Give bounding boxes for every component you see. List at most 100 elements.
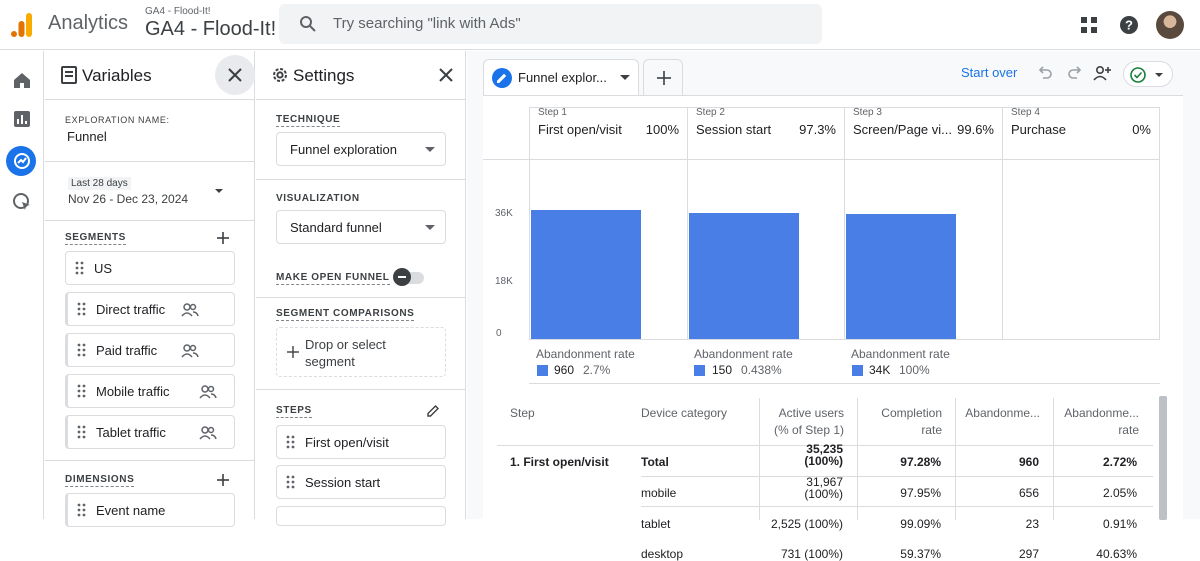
search-icon xyxy=(300,16,316,32)
table-cell-step: 1. First open/visit xyxy=(510,455,609,469)
technique-select[interactable]: Funnel exploration xyxy=(276,132,446,166)
col-header-abandonments[interactable]: Abandonme... xyxy=(965,406,1040,420)
segment-chip[interactable]: Direct traffic xyxy=(65,292,235,326)
gear-icon xyxy=(273,68,287,82)
exploration-canvas: Funnel explor... Start over xyxy=(467,51,1200,560)
chevron-down-icon xyxy=(425,225,435,230)
open-funnel-toggle[interactable] xyxy=(393,268,411,286)
date-range-label: Last 28 days xyxy=(68,177,131,190)
col-header-step[interactable]: Step xyxy=(510,406,535,420)
col-header-subtext: rate xyxy=(1118,423,1139,437)
col-header-abandonment-rate[interactable]: Abandonme... rate xyxy=(1053,405,1139,439)
step-header[interactable]: Step 3 Screen/Page vi... 99.6% xyxy=(845,107,1002,159)
step-header[interactable]: Step 1 First open/visit 100% xyxy=(530,107,687,159)
segment-chip[interactable]: Tablet traffic xyxy=(65,415,235,449)
step-completion: 97.3% xyxy=(799,122,836,137)
drag-handle-icon[interactable] xyxy=(77,384,87,398)
segment-chip[interactable]: US xyxy=(65,251,235,285)
segment-label: Tablet traffic xyxy=(96,425,166,440)
table-cell-device: Total xyxy=(641,455,669,469)
date-dropdown-icon[interactable] xyxy=(215,189,223,193)
segment-chip[interactable]: Paid traffic xyxy=(65,333,235,367)
y-tick-label: 18K xyxy=(495,276,513,287)
close-settings-button[interactable] xyxy=(436,65,456,85)
table-cell-abandon: 960 xyxy=(1018,455,1039,469)
chevron-down-icon xyxy=(1155,73,1163,77)
settings-panel: Settings TECHNIQUE Funnel exploration VI… xyxy=(256,51,466,526)
abandonment-swatch xyxy=(852,365,863,376)
col-header-subtext: (% of Step 1) xyxy=(773,423,844,437)
abandonment-count: 960 xyxy=(554,363,575,377)
drag-handle-icon[interactable] xyxy=(75,261,85,275)
step-chip[interactable] xyxy=(276,506,446,526)
analytics-logo-icon[interactable] xyxy=(10,12,34,38)
table-cell-abandon-rate: 0.91% xyxy=(1102,517,1137,531)
share-user-icon[interactable] xyxy=(1092,63,1112,83)
segment-label: US xyxy=(94,261,113,276)
col-header-device[interactable]: Device category xyxy=(641,406,728,420)
property-selector[interactable]: GA4 - Flood-It! xyxy=(145,18,277,40)
undo-icon[interactable] xyxy=(1035,63,1055,83)
table-cell-abandon: 23 xyxy=(1025,517,1039,531)
col-header-active-users[interactable]: Active users (% of Step 1) xyxy=(759,405,844,439)
visualization-select[interactable]: Standard funnel xyxy=(276,210,446,244)
help-icon[interactable]: ? xyxy=(1118,14,1140,36)
add-dimension-icon[interactable] xyxy=(215,472,231,488)
abandonment-label: Abandonment rate xyxy=(536,347,635,361)
exploration-name-input[interactable]: Funnel xyxy=(67,129,107,144)
col-header-completion[interactable]: Completion rate xyxy=(857,405,942,439)
drop-text-line1: Drop or select xyxy=(305,337,386,352)
advertising-icon[interactable] xyxy=(11,191,33,213)
segment-chip[interactable]: Mobile traffic xyxy=(65,374,235,408)
technique-label: TECHNIQUE xyxy=(276,114,341,127)
drop-text-line2: segment xyxy=(305,354,355,369)
drag-handle-icon[interactable] xyxy=(77,503,87,517)
search-bar[interactable]: Try searching "link with Ads" xyxy=(279,4,822,44)
reports-icon[interactable] xyxy=(11,108,33,130)
abandonment-rate: 100% xyxy=(899,363,930,377)
funnel-bar[interactable] xyxy=(531,210,641,339)
add-tab-button[interactable] xyxy=(643,59,683,95)
step-name: Screen/Page vi... xyxy=(853,122,952,137)
chevron-down-icon[interactable] xyxy=(620,75,630,80)
drag-handle-icon[interactable] xyxy=(286,475,296,489)
table-cell-abandon: 297 xyxy=(1018,547,1039,561)
funnel-bar[interactable] xyxy=(689,213,799,339)
table-scrollbar[interactable] xyxy=(1159,396,1167,520)
apps-grid-icon[interactable] xyxy=(1078,14,1100,36)
user-segment-icon xyxy=(199,426,217,440)
funnel-bar[interactable] xyxy=(846,214,956,339)
table-cell-text: 35,235 xyxy=(806,442,843,456)
drag-handle-icon[interactable] xyxy=(286,435,296,449)
step-chip[interactable]: First open/visit xyxy=(276,425,446,459)
tab-funnel[interactable]: Funnel explor... xyxy=(483,59,639,95)
save-status-button[interactable] xyxy=(1123,61,1173,87)
start-over-button[interactable]: Start over xyxy=(961,65,1018,80)
redo-icon[interactable] xyxy=(1065,63,1085,83)
settings-title: Settings xyxy=(293,66,355,85)
step-number: Step 3 xyxy=(853,107,882,118)
drag-handle-icon[interactable] xyxy=(77,425,87,439)
add-segment-icon[interactable] xyxy=(215,230,231,246)
drag-handle-icon[interactable] xyxy=(77,302,87,316)
account-avatar[interactable] xyxy=(1156,11,1184,39)
date-range[interactable]: Nov 26 - Dec 23, 2024 xyxy=(68,192,189,206)
table-cell-completion: 59.37% xyxy=(900,547,941,561)
step-name: Purchase xyxy=(1011,122,1066,137)
step-completion: 0% xyxy=(1132,122,1151,137)
table-cell-active: 31,967 (100%) xyxy=(759,476,843,500)
segment-label: Mobile traffic xyxy=(96,384,170,399)
drag-handle-icon[interactable] xyxy=(77,343,87,357)
table-cell-completion: 97.28% xyxy=(900,455,941,469)
dimension-chip[interactable]: Event name xyxy=(65,493,235,527)
close-icon xyxy=(228,68,242,82)
variables-header: Variables xyxy=(45,51,255,100)
home-icon[interactable] xyxy=(11,69,33,91)
edit-steps-icon[interactable] xyxy=(425,403,441,419)
account-name[interactable]: GA4 - Flood-It! xyxy=(145,6,211,17)
step-chip[interactable]: Session start xyxy=(276,465,446,499)
step-number: Step 2 xyxy=(696,107,725,118)
step-header[interactable]: Step 2 Session start 97.3% xyxy=(688,107,844,159)
segment-drop-zone[interactable]: Drop or select segment xyxy=(276,327,446,377)
step-header[interactable]: Step 4 Purchase 0% xyxy=(1003,107,1159,159)
